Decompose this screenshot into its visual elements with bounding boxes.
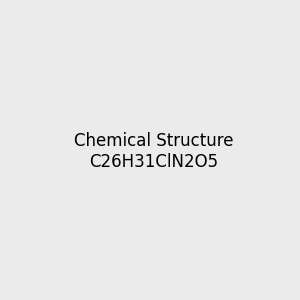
Text: Chemical Structure
C26H31ClN2O5: Chemical Structure C26H31ClN2O5 xyxy=(74,132,233,171)
